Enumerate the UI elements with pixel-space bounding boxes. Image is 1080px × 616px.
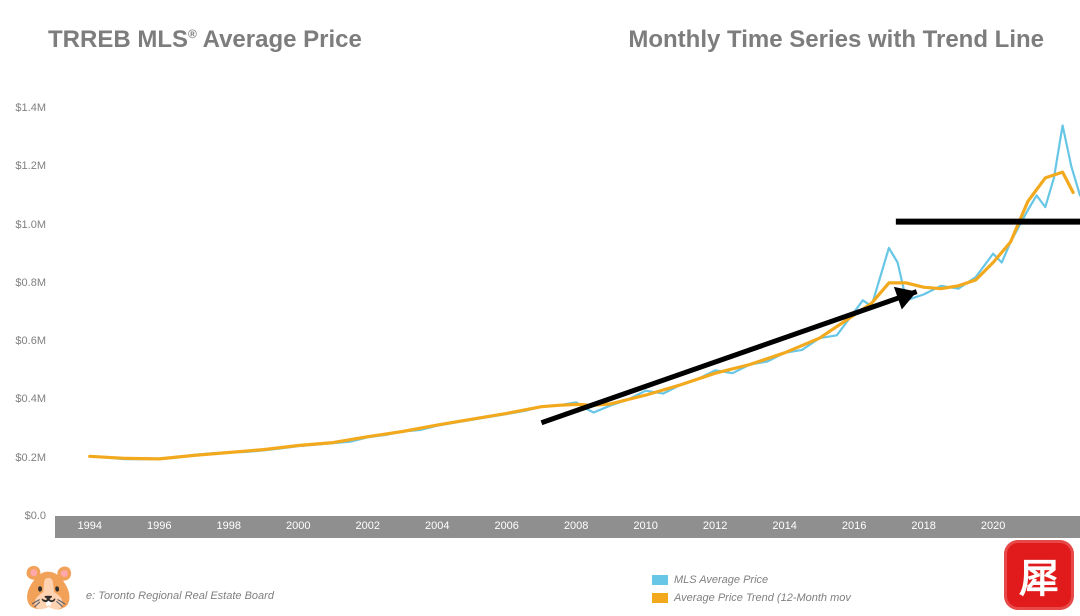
x-tick-label: 1998	[216, 520, 240, 532]
x-tick-label: 2010	[633, 520, 657, 532]
series-trend	[90, 172, 1073, 459]
annotation-arrow-line	[541, 292, 916, 423]
y-tick-label: $0.6M	[4, 335, 46, 347]
y-tick-label: $1.4M	[4, 102, 46, 114]
y-tick-label: $0.2M	[4, 452, 46, 464]
legend-item-trend: Average Price Trend (12-Month mov	[652, 592, 851, 604]
mascot-icon: 🐹	[20, 559, 77, 614]
source-text: e: Toronto Regional Real Estate Board	[86, 590, 274, 602]
legend-swatch-trend	[652, 593, 668, 603]
x-tick-label: 2004	[425, 520, 449, 532]
x-tick-label: 1994	[77, 520, 101, 532]
x-tick-label: 2008	[564, 520, 588, 532]
x-tick-label: 2012	[703, 520, 727, 532]
chart-title-right: Monthly Time Series with Trend Line	[628, 26, 1044, 54]
x-tick-label: 2000	[286, 520, 310, 532]
x-tick-label: 2006	[494, 520, 518, 532]
stamp-icon: 犀	[1004, 540, 1074, 610]
x-tick-label: 1996	[147, 520, 171, 532]
x-tick-label: 2014	[772, 520, 796, 532]
legend-swatch-mls	[652, 575, 668, 585]
y-tick-label: $1.0M	[4, 219, 46, 231]
chart-area: 1994 1996 1998 2000 2002 2004 2006 2008 2010 2012…	[0, 108, 1080, 538]
y-tick-label: $0.0	[4, 510, 46, 522]
legend-item-mls: MLS Average Price	[652, 574, 768, 586]
x-tick-label: 2018	[911, 520, 935, 532]
x-tick-label: 2016	[842, 520, 866, 532]
x-tick-label: 2020	[981, 520, 1005, 532]
y-tick-label: $1.2M	[4, 160, 46, 172]
chart-title-left: TRREB MLS® Average Price	[48, 26, 362, 54]
y-tick-label: $0.8M	[4, 277, 46, 289]
x-axis-band: 1994 1996 1998 2000 2002 2004 2006 2008 2010 2012…	[55, 516, 1080, 538]
x-tick-label: 2002	[355, 520, 379, 532]
line-chart-svg	[0, 108, 1080, 538]
y-tick-label: $0.4M	[4, 393, 46, 405]
